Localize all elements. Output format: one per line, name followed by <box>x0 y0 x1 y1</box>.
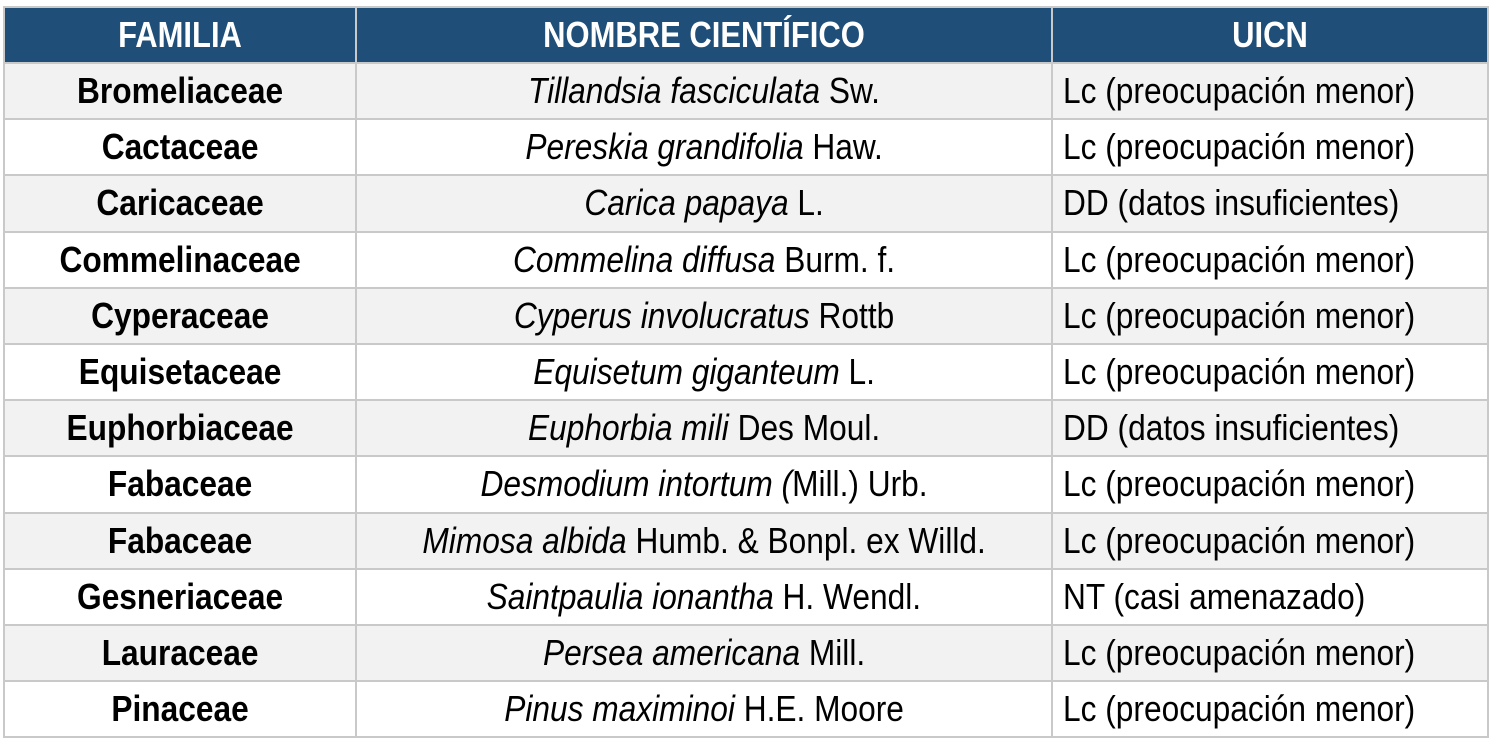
table-row: Pinaceae Pinus maximinoi H.E. Moore Lc (… <box>3 680 1489 738</box>
species-name: Carica papaya <box>584 182 789 224</box>
familia-cell: Commelinaceae <box>3 230 357 289</box>
species-author: Mill. <box>799 631 866 673</box>
species-author: L. <box>839 351 875 393</box>
header-nombre-cientifico: NOMBRE CIENTÍFICO <box>355 6 1053 63</box>
header-row: FAMILIA NOMBRE CIENTÍFICO UICN <box>3 6 1489 63</box>
header-uicn: UICN <box>1051 6 1489 63</box>
nombre-cientifico-cell: Pereskia grandifolia Haw. <box>355 118 1053 177</box>
table-row: Cactaceae Pereskia grandifolia Haw. Lc (… <box>3 118 1489 177</box>
species-name: Commelina diffusa <box>512 238 776 280</box>
nombre-cientifico-cell: Tillandsia fasciculata Sw. <box>355 61 1053 121</box>
header-familia: FAMILIA <box>3 6 357 63</box>
uicn-cell: Lc (preocupación menor) <box>1051 230 1489 289</box>
familia-cell: Lauraceae <box>3 623 357 683</box>
species-author: Humb. & Bonpl. ex Willd. <box>626 519 986 561</box>
uicn-cell: Lc (preocupación menor) <box>1051 118 1489 177</box>
species-author: Haw. <box>803 126 883 168</box>
species-name: Persea americana <box>542 631 800 673</box>
species-author: Mill.) Urb. <box>792 463 928 505</box>
species-name: Pinus maximinoi <box>504 688 735 730</box>
table-row: Lauraceae Persea americana Mill. Lc (pre… <box>3 623 1489 683</box>
species-name: Pereskia grandifolia <box>525 126 804 168</box>
table-row: Equisetaceae Equisetum giganteum L. Lc (… <box>3 342 1489 402</box>
species-name: Euphorbia mili <box>527 407 729 449</box>
species-table: FAMILIA NOMBRE CIENTÍFICO UICN Bromeliac… <box>3 6 1489 738</box>
familia-cell: Pinaceae <box>3 680 357 738</box>
table-row: Cyperaceae Cyperus involucratus Rottb Lc… <box>3 286 1489 345</box>
uicn-cell: DD (datos insuficientes) <box>1051 399 1489 458</box>
species-author: L. <box>788 182 824 224</box>
table-row: Bromeliaceae Tillandsia fasciculata Sw. … <box>3 61 1489 121</box>
nombre-cientifico-cell: Mimosa albida Humb. & Bonpl. ex Willd. <box>355 511 1053 570</box>
species-author: Burm. f. <box>775 238 896 280</box>
species-author: H. Wendl. <box>773 575 922 617</box>
table-body: Bromeliaceae Tillandsia fasciculata Sw. … <box>3 61 1489 738</box>
table-row: Fabaceae Mimosa albida Humb. & Bonpl. ex… <box>3 511 1489 570</box>
nombre-cientifico-cell: Cyperus involucratus Rottb <box>355 286 1053 345</box>
familia-cell: Euphorbiaceae <box>3 399 357 458</box>
species-name: Mimosa albida <box>422 519 627 561</box>
uicn-cell: Lc (preocupación menor) <box>1051 286 1489 345</box>
uicn-cell: Lc (preocupación menor) <box>1051 680 1489 738</box>
uicn-cell: Lc (preocupación menor) <box>1051 61 1489 121</box>
familia-cell: Cactaceae <box>3 118 357 177</box>
uicn-cell: Lc (preocupación menor) <box>1051 342 1489 402</box>
familia-cell: Caricaceae <box>3 174 357 233</box>
nombre-cientifico-cell: Pinus maximinoi H.E. Moore <box>355 680 1053 738</box>
table-row: Caricaceae Carica papaya L. DD (datos in… <box>3 174 1489 233</box>
species-name: Cyperus involucratus <box>513 294 810 336</box>
familia-cell: Equisetaceae <box>3 342 357 402</box>
nombre-cientifico-cell: Euphorbia mili Des Moul. <box>355 399 1053 458</box>
species-author: Sw. <box>820 70 880 112</box>
familia-cell: Fabaceae <box>3 511 357 570</box>
nombre-cientifico-cell: Commelina diffusa Burm. f. <box>355 230 1053 289</box>
nombre-cientifico-cell: Carica papaya L. <box>355 174 1053 233</box>
species-author: Des Moul. <box>728 407 881 449</box>
uicn-cell: Lc (preocupación menor) <box>1051 623 1489 683</box>
table-row: Fabaceae Desmodium intortum (Mill.) Urb.… <box>3 455 1489 514</box>
familia-cell: Gesneriaceae <box>3 567 357 626</box>
species-name: Saintpaulia ionantha <box>486 575 774 617</box>
table-header: FAMILIA NOMBRE CIENTÍFICO UICN <box>3 6 1489 63</box>
familia-cell: Bromeliaceae <box>3 61 357 121</box>
table-row: Commelinaceae Commelina diffusa Burm. f.… <box>3 230 1489 289</box>
table-row: Gesneriaceae Saintpaulia ionantha H. Wen… <box>3 567 1489 626</box>
nombre-cientifico-cell: Equisetum giganteum L. <box>355 342 1053 402</box>
species-author: Rottb <box>809 294 895 336</box>
uicn-cell: Lc (preocupación menor) <box>1051 455 1489 514</box>
species-name: Equisetum giganteum <box>533 351 840 393</box>
uicn-cell: Lc (preocupación menor) <box>1051 511 1489 570</box>
species-name: Tillandsia fasciculata <box>528 70 821 112</box>
familia-cell: Fabaceae <box>3 455 357 514</box>
nombre-cientifico-cell: Desmodium intortum (Mill.) Urb. <box>355 455 1053 514</box>
uicn-cell: NT (casi amenazado) <box>1051 567 1489 626</box>
species-name: Desmodium intortum ( <box>480 463 793 505</box>
species-table-container: FAMILIA NOMBRE CIENTÍFICO UICN Bromeliac… <box>3 6 1489 738</box>
nombre-cientifico-cell: Persea americana Mill. <box>355 623 1053 683</box>
familia-cell: Cyperaceae <box>3 286 357 345</box>
table-row: Euphorbiaceae Euphorbia mili Des Moul. D… <box>3 399 1489 458</box>
nombre-cientifico-cell: Saintpaulia ionantha H. Wendl. <box>355 567 1053 626</box>
species-author: H.E. Moore <box>734 688 904 730</box>
uicn-cell: DD (datos insuficientes) <box>1051 174 1489 233</box>
